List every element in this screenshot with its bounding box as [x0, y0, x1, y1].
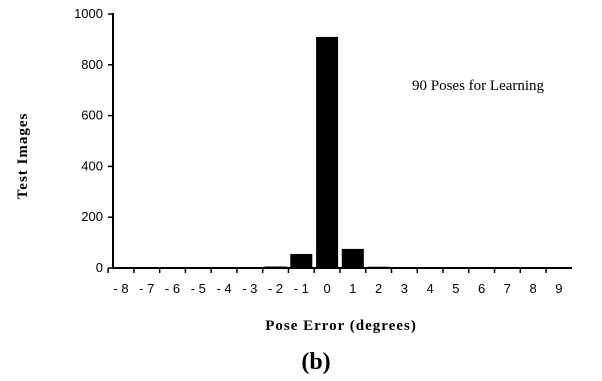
y-tick-label: 800: [81, 57, 103, 72]
panel-label: (b): [301, 349, 330, 375]
x-tick-label: 1: [349, 281, 356, 296]
x-axis-label: Pose Error (degrees): [265, 318, 417, 334]
x-tick-label: 0: [323, 281, 330, 296]
x-tick-label: - 8: [113, 281, 128, 296]
x-tick-label: 3: [401, 281, 408, 296]
x-tick-label: - 7: [139, 281, 154, 296]
y-tick-label: 1000: [74, 6, 103, 21]
x-tick-label: 5: [452, 281, 459, 296]
x-tick-label: 2: [375, 281, 382, 296]
x-tick-label: 4: [427, 281, 434, 296]
x-tick-label: 8: [530, 281, 537, 296]
x-tick-label: - 6: [165, 281, 180, 296]
bars-group: [110, 36, 570, 269]
x-ticks-group: - 8 - 7 - 6 - 5 - 4 - 3 - 2 - 1 0 1 2 3 4 5 6 7 8 9: [107, 268, 563, 296]
x-tick-label: 6: [478, 281, 485, 296]
bar: [341, 248, 364, 268]
x-tick-label: - 5: [191, 281, 206, 296]
y-tick-label: 200: [81, 209, 103, 224]
x-tick-label: - 4: [216, 281, 231, 296]
y-tick-label: 400: [81, 158, 103, 173]
axes-group: [112, 13, 572, 269]
y-ticks-group: 0 200 400 600 800 1000: [74, 6, 113, 275]
x-tick-label: - 1: [294, 281, 309, 296]
y-axis-label: Test Images: [15, 113, 31, 200]
chart-annotation: 90 Poses for Learning: [412, 78, 545, 94]
bar: [290, 254, 313, 268]
x-tick-label: 9: [555, 281, 562, 296]
bar: [316, 36, 339, 269]
x-tick-label: 7: [504, 281, 511, 296]
x-tick-label: - 3: [242, 281, 257, 296]
y-tick-label: 600: [81, 108, 103, 123]
x-tick-label: - 2: [268, 281, 283, 296]
y-tick-label: 0: [96, 260, 103, 275]
